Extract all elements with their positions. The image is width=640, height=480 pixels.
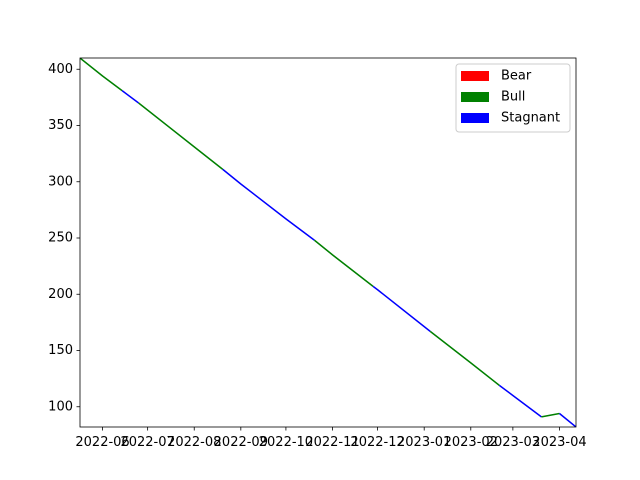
- x-tick-label: 2022-12: [350, 435, 404, 450]
- legend-label-stagnant: Stagnant: [501, 111, 560, 126]
- line-segment-stagnant-2: [121, 90, 140, 104]
- x-tick-label: 2023-03: [486, 435, 540, 450]
- y-tick-label: 250: [48, 231, 73, 246]
- plot-area: [80, 58, 576, 427]
- x-tick-label: 2022-08: [167, 435, 221, 450]
- y-tick-label: 150: [48, 343, 73, 358]
- axes: 1001502002503003504002022-062022-072022-…: [48, 57, 587, 450]
- x-tick-label: 2022-09: [214, 435, 268, 450]
- line-segment-bull-3: [138, 102, 224, 170]
- x-tick-label: 2022-06: [75, 435, 129, 450]
- x-tick-label: 2022-07: [120, 435, 174, 450]
- y-tick-label: 400: [48, 62, 73, 77]
- line-segment-bull-1: [80, 58, 123, 92]
- line-segment-stagnant-10: [558, 412, 576, 427]
- legend: Bear Bull Stagnant: [455, 63, 571, 133]
- line-segment-stagnant-6: [372, 285, 431, 332]
- series-lines: [80, 58, 576, 427]
- legend-label-bull: Bull: [501, 90, 525, 105]
- axes-frame: [79, 57, 577, 428]
- line-segment-bull-7: [429, 330, 500, 386]
- line-segment-stagnant-4: [222, 168, 315, 241]
- line-segment-stagnant-8: [498, 384, 542, 418]
- x-tick-label: 2023-04: [532, 435, 586, 450]
- legend-swatch-stagnant: [461, 113, 489, 123]
- x-tick-label: 2023-02: [444, 435, 498, 450]
- line-segment-bull-9: [541, 412, 560, 418]
- legend-label-bear: Bear: [501, 69, 532, 84]
- x-tick-label: 2023-01: [397, 435, 451, 450]
- x-tick-label: 2022-10: [259, 435, 313, 450]
- line-segment-bull-5: [313, 239, 374, 287]
- y-tick-label: 200: [48, 287, 73, 302]
- y-tick-label: 300: [48, 174, 73, 189]
- y-tick-label: 100: [48, 399, 73, 414]
- legend-swatch-bear: [461, 71, 489, 81]
- legend-swatch-bull: [461, 92, 489, 102]
- x-tick-label: 2022-11: [305, 435, 359, 450]
- y-tick-label: 350: [48, 118, 73, 133]
